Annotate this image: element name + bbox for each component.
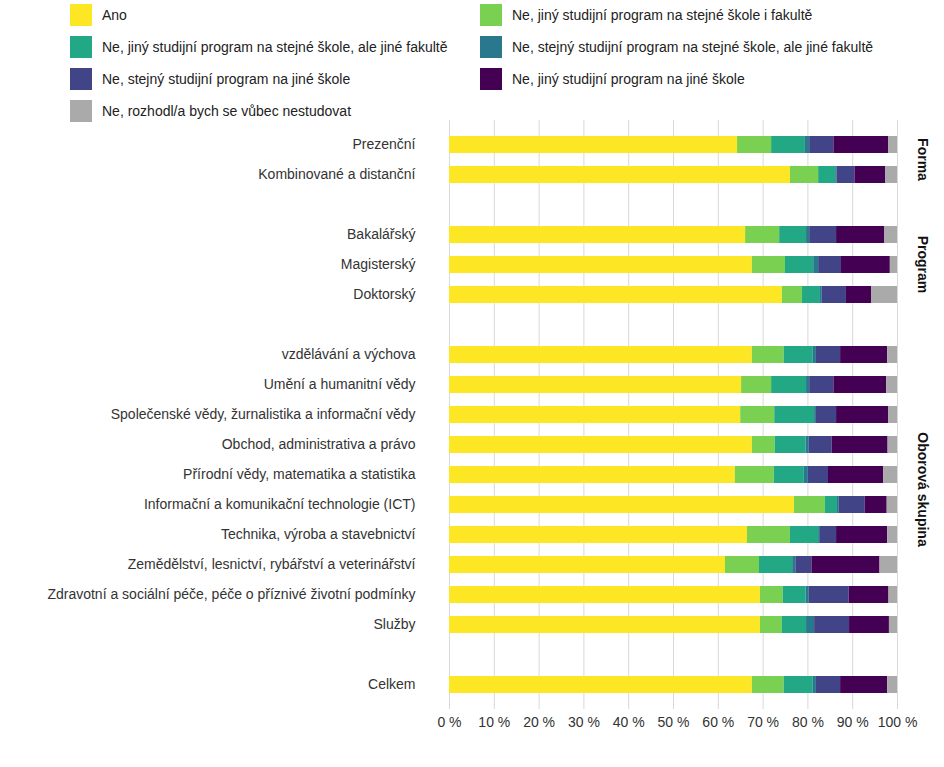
svg-text:Zemědělství, lesnictví, rybářs: Zemědělství, lesnictví, rybářství a vete… — [128, 556, 416, 572]
html-text:Ne, jiný studijní program na s: Ne, jiný studijní program na stejné škol… — [512, 7, 813, 23]
svg-text:90 %: 90 % — [837, 714, 869, 730]
html-text:Ano: Ano — [102, 7, 127, 23]
svg-text:40 %: 40 % — [613, 714, 645, 730]
svg-text:Služby: Služby — [373, 616, 415, 632]
svg-text:Informační a komunikační techn: Informační a komunikační technologie (IC… — [144, 496, 416, 512]
svg-text:Prezenční: Prezenční — [352, 136, 415, 152]
svg-text:0 %: 0 % — [437, 714, 461, 730]
svg-text:Umění a humanitní vědy: Umění a humanitní vědy — [264, 376, 416, 392]
svg-text:20 %: 20 % — [523, 714, 555, 730]
svg-text:Celkem: Celkem — [368, 676, 415, 692]
svg-text:Zdravotní a sociální péče, péč: Zdravotní a sociální péče, péče o přízni… — [47, 586, 415, 602]
svg-text:50 %: 50 % — [658, 714, 690, 730]
svg-text:80 %: 80 % — [792, 714, 824, 730]
html-text:Ne, jiný studijní program na s: Ne, jiný studijní program na stejné škol… — [102, 39, 448, 55]
svg-text:Magisterský: Magisterský — [341, 256, 416, 272]
svg-text:70 %: 70 % — [747, 714, 779, 730]
svg-text:Obchod, administrativa a právo: Obchod, administrativa a právo — [222, 436, 416, 452]
svg-text:60 %: 60 % — [702, 714, 734, 730]
svg-text:Oborová skupina: Oborová skupina — [915, 432, 931, 547]
svg-text:Přírodní vědy, matematika a st: Přírodní vědy, matematika a statistika — [183, 466, 416, 482]
svg-text:10 %: 10 % — [478, 714, 510, 730]
svg-text:Kombinované a distanční: Kombinované a distanční — [258, 166, 415, 182]
svg-text:100 %: 100 % — [878, 714, 918, 730]
html-text:Ne, stejný studijní program na: Ne, stejný studijní program na stejné šk… — [512, 39, 874, 55]
html-text:Ne, jiný studijní program na j: Ne, jiný studijní program na jiné škole — [512, 71, 745, 87]
svg-text:Technika, výroba a stavebnictv: Technika, výroba a stavebnictví — [221, 526, 416, 542]
svg-text:Forma: Forma — [915, 138, 931, 181]
html-text:Ne, rozhodl/a bych se vůbec ne: Ne, rozhodl/a bych se vůbec nestudovat — [102, 103, 351, 119]
html-text:Ne, stejný studijní program na: Ne, stejný studijní program na jiné škol… — [102, 71, 351, 87]
svg-text:Bakalářský: Bakalářský — [347, 226, 415, 242]
svg-text:30 %: 30 % — [568, 714, 600, 730]
svg-text:vzdělávání a výchova: vzdělávání a výchova — [282, 346, 416, 362]
svg-text:Doktorský: Doktorský — [353, 286, 415, 302]
svg-text:Společenské vědy, žurnalistika: Společenské vědy, žurnalistika a informa… — [111, 406, 416, 422]
svg-text:Program: Program — [915, 236, 931, 294]
